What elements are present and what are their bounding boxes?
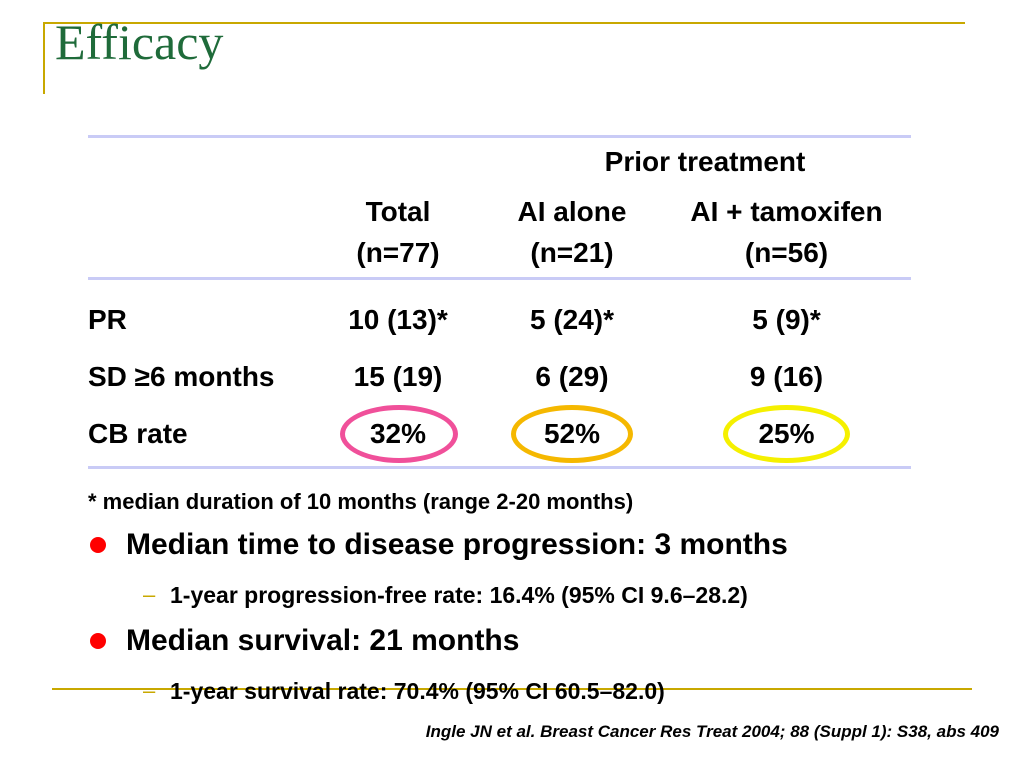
col-header-total: Total — [365, 196, 431, 227]
accent-vertical-line — [43, 22, 45, 94]
highlight-oval-ai-tamoxifen — [723, 405, 850, 463]
citation: Ingle JN et al. Breast Cancer Res Treat … — [425, 722, 999, 741]
table-rule-bottom — [88, 466, 911, 469]
bullet-progression: Median time to disease progression: 3 mo… — [126, 528, 788, 561]
col-header-ai-alone: AI alone — [517, 196, 627, 227]
table-rule-top — [88, 135, 911, 138]
row-label-sd: SD ≥6 months — [88, 361, 275, 392]
sub-bullet-dash: – — [143, 678, 156, 703]
table-footnote: * median duration of 10 months (range 2-… — [88, 489, 634, 514]
table-rule-header — [88, 277, 911, 280]
col-n-ai-tamoxifen: (n=56) — [744, 237, 829, 268]
col-n-total: (n=77) — [356, 237, 440, 268]
slide-title: Efficacy — [55, 14, 224, 70]
group-header: Prior treatment — [604, 146, 806, 177]
sub-bullet-pfs: 1-year progression-free rate: 16.4% (95%… — [170, 582, 748, 608]
cell-cb-total: 32% — [369, 418, 427, 449]
cell-sd-total: 15 (19) — [353, 361, 443, 392]
col-header-ai-tamoxifen: AI + tamoxifen — [690, 196, 883, 227]
sub-bullet-survival-rate: 1-year survival rate: 70.4% (95% CI 60.5… — [170, 678, 665, 704]
cell-pr-ai-tamoxifen: 5 (9)* — [752, 304, 821, 335]
cell-sd-ai-alone: 6 (29) — [535, 361, 609, 392]
highlight-oval-total — [340, 405, 458, 463]
col-n-ai-alone: (n=21) — [530, 237, 614, 268]
row-label-pr: PR — [88, 304, 127, 335]
accent-bottom-line — [52, 688, 972, 690]
cell-cb-ai-tamoxifen: 25% — [758, 418, 815, 449]
bullet-dot — [90, 537, 106, 553]
cell-cb-ai-alone: 52% — [543, 418, 601, 449]
accent-top-line — [43, 22, 965, 24]
bullet-dot — [90, 633, 106, 649]
cell-pr-total: 10 (13)* — [348, 304, 448, 335]
row-label-cb-rate: CB rate — [88, 418, 188, 449]
sub-bullet-dash: – — [143, 582, 156, 607]
bullet-survival: Median survival: 21 months — [126, 624, 520, 657]
cell-sd-ai-tamoxifen: 9 (16) — [749, 361, 824, 392]
cell-pr-ai-alone: 5 (24)* — [529, 304, 615, 335]
highlight-oval-ai-alone — [511, 405, 633, 463]
